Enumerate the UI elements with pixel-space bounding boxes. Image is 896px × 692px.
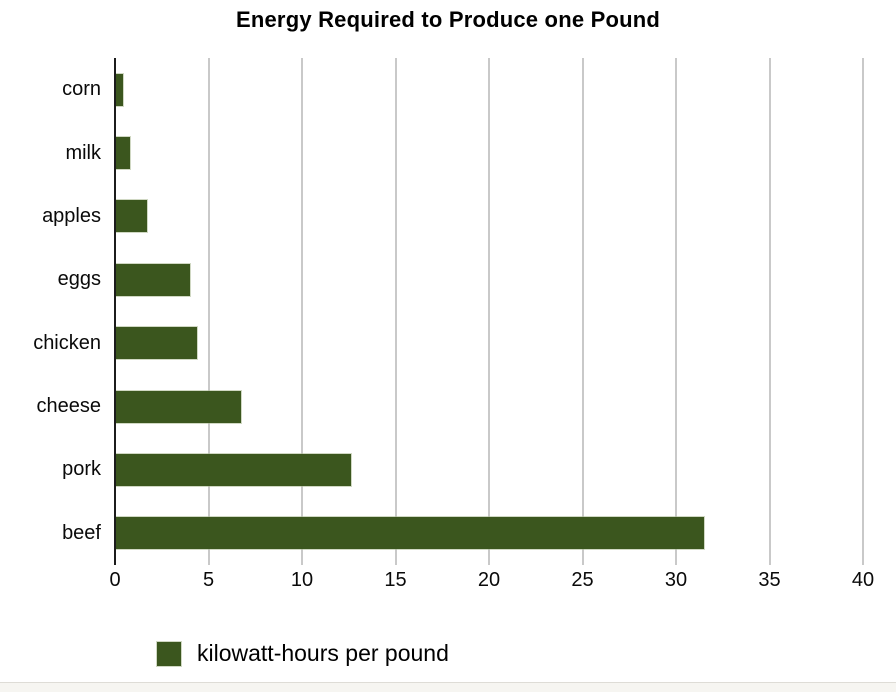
- category-label: pork: [62, 458, 101, 481]
- plot-area: [114, 58, 864, 565]
- y-axis-line: [114, 58, 116, 565]
- gridline: [581, 58, 584, 565]
- bar-pork: [115, 453, 351, 486]
- bar-band: [115, 438, 863, 501]
- chart-title: Energy Required to Produce one Pound: [235, 7, 661, 32]
- category-label: apples: [42, 204, 101, 227]
- bar-band: [115, 375, 863, 438]
- x-tick-label: 0: [109, 569, 121, 591]
- x-tick-label: 25: [571, 569, 594, 591]
- bar-beef: [115, 517, 705, 550]
- gridline: [862, 58, 864, 565]
- bar-band: [115, 121, 863, 184]
- bar-cheese: [115, 390, 242, 423]
- x-tick-label: 40: [851, 569, 875, 591]
- bar-corn: [115, 73, 124, 106]
- bar-band: [115, 312, 863, 375]
- x-axis-tick-labels: 0 5 10 15 20 25 30 35 40: [109, 569, 874, 597]
- gridline: [394, 58, 397, 565]
- x-tick-label: 5: [202, 569, 215, 591]
- category-label: corn: [62, 78, 101, 101]
- category-label: eggs: [57, 268, 101, 291]
- gridline: [488, 58, 490, 565]
- bar-milk: [115, 137, 130, 170]
- legend-swatch: [157, 641, 181, 666]
- x-tick-label: 20: [477, 569, 501, 591]
- gridline: [675, 58, 677, 565]
- x-tick-label: 35: [758, 569, 781, 591]
- bar-band: [115, 502, 863, 565]
- bars-layer: [115, 58, 863, 565]
- bottom-edge-strip: [0, 682, 896, 692]
- bar-band: [115, 58, 863, 121]
- bar-chicken: [115, 327, 198, 360]
- legend: kilowatt-hours per pound: [157, 640, 449, 667]
- x-tick-label: 10: [290, 569, 314, 591]
- bar-band: [115, 248, 863, 311]
- category-label: cheese: [36, 395, 102, 418]
- x-tick-label: 30: [664, 569, 688, 591]
- category-label: milk: [65, 141, 101, 164]
- bar-apples: [115, 200, 147, 233]
- category-label: chicken: [33, 331, 101, 354]
- gridline: [207, 58, 210, 565]
- gridline: [768, 58, 771, 565]
- x-tick-label: 15: [384, 569, 407, 591]
- legend-label: kilowatt-hours per pound: [197, 640, 449, 666]
- category-label: beef: [62, 521, 101, 544]
- y-axis-category-labels: corn milk apples eggs chicken cheese pork beef: [0, 58, 101, 565]
- bar-band: [115, 185, 863, 248]
- bar-eggs: [115, 263, 190, 296]
- gridline: [301, 58, 303, 565]
